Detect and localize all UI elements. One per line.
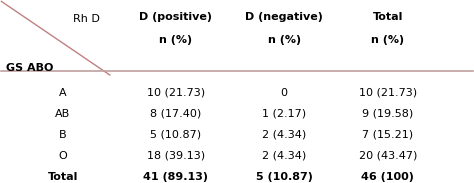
Text: D (positive): D (positive): [139, 12, 212, 22]
Text: 5 (10.87): 5 (10.87): [255, 172, 312, 182]
Text: A: A: [59, 87, 66, 98]
Text: Rh D: Rh D: [73, 14, 100, 24]
Text: 46 (100): 46 (100): [361, 172, 414, 182]
Text: 20 (43.47): 20 (43.47): [359, 151, 417, 161]
Text: 10 (21.73): 10 (21.73): [359, 87, 417, 98]
Text: 41 (89.13): 41 (89.13): [143, 172, 208, 182]
Text: n (%): n (%): [159, 35, 192, 45]
Text: 2 (4.34): 2 (4.34): [262, 151, 306, 161]
Text: 5 (10.87): 5 (10.87): [150, 130, 201, 140]
Text: 1 (2.17): 1 (2.17): [262, 109, 306, 119]
Text: 0: 0: [281, 87, 288, 98]
Text: O: O: [58, 151, 67, 161]
Text: 7 (15.21): 7 (15.21): [362, 130, 413, 140]
Text: 8 (17.40): 8 (17.40): [150, 109, 201, 119]
Text: 2 (4.34): 2 (4.34): [262, 130, 306, 140]
Text: Total: Total: [373, 12, 403, 22]
Text: GS ABO: GS ABO: [6, 63, 54, 73]
Text: Total: Total: [47, 172, 78, 182]
Text: B: B: [59, 130, 66, 140]
Text: D (negative): D (negative): [245, 12, 323, 22]
Text: 18 (39.13): 18 (39.13): [146, 151, 205, 161]
Text: n (%): n (%): [267, 35, 301, 45]
Text: AB: AB: [55, 109, 70, 119]
Text: 10 (21.73): 10 (21.73): [146, 87, 205, 98]
Text: 9 (19.58): 9 (19.58): [362, 109, 413, 119]
Text: n (%): n (%): [371, 35, 404, 45]
